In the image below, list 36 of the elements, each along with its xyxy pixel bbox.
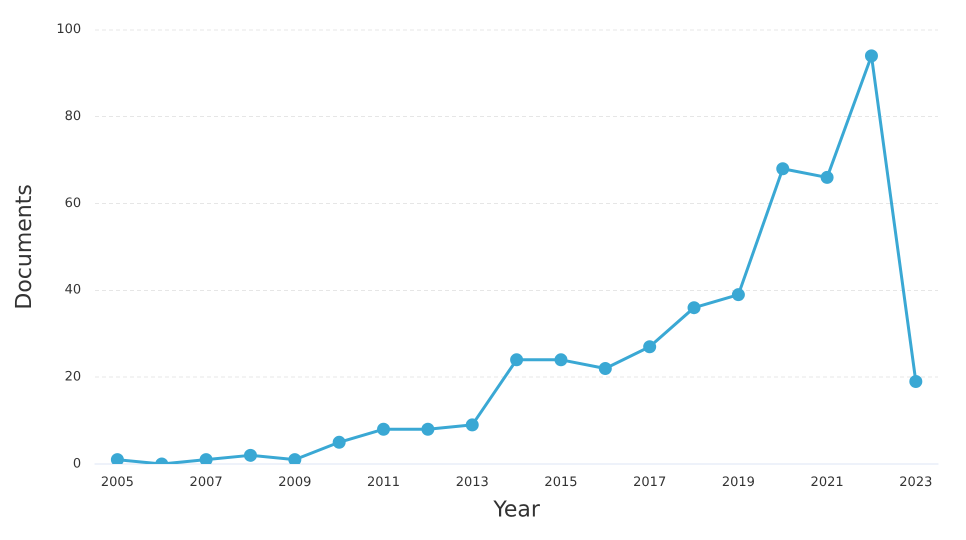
y-tick-label: 80 — [64, 109, 82, 124]
y-tick-label: 0 — [72, 456, 82, 472]
point — [643, 340, 656, 354]
point — [332, 436, 346, 449]
x-tick-label: 2021 — [810, 475, 844, 490]
point — [688, 301, 701, 314]
point — [554, 353, 568, 366]
x-axis-title: Year — [492, 498, 541, 523]
point — [909, 375, 922, 388]
point — [200, 453, 213, 464]
y-tick-label: 40 — [64, 282, 82, 298]
point — [288, 453, 302, 464]
point — [820, 170, 834, 184]
point — [466, 418, 479, 432]
point — [776, 162, 790, 176]
x-tick-label: 2017 — [633, 475, 666, 490]
x-tick-label: 2015 — [544, 475, 578, 490]
point — [864, 49, 878, 62]
x-tick-label: 2019 — [722, 475, 755, 490]
y-tick-label: 20 — [64, 370, 82, 385]
x-tick-label: 2023 — [899, 475, 932, 490]
x-tick-label: 2009 — [278, 475, 312, 490]
x-tick-label: 2005 — [100, 475, 134, 490]
x-tick-label: 2007 — [190, 475, 223, 490]
y-tick-label: 100 — [56, 22, 82, 38]
y-axis-title: Documents — [12, 184, 37, 310]
point — [510, 353, 524, 366]
y-tick-label: 60 — [64, 196, 82, 211]
x-tick-label: 2011 — [366, 475, 400, 490]
point — [598, 362, 612, 375]
point — [732, 288, 745, 302]
point — [377, 422, 390, 436]
x-tick-label: 2013 — [456, 475, 489, 490]
point — [244, 448, 257, 462]
point — [110, 453, 124, 464]
point — [421, 422, 434, 436]
